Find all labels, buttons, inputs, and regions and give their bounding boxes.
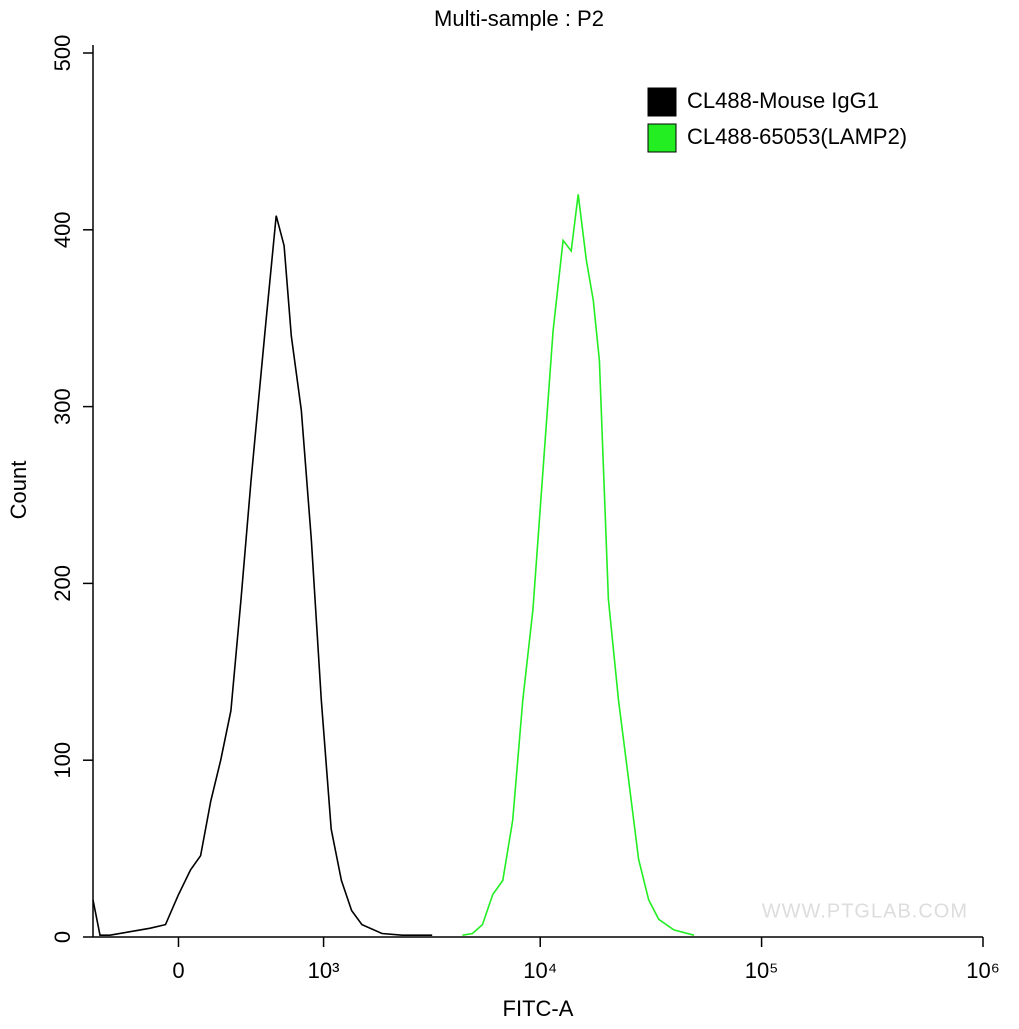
histogram-line [462, 194, 695, 936]
legend-label: CL488-65053(LAMP2) [687, 124, 907, 149]
y-tick-label: 400 [50, 211, 75, 248]
x-tick-label: 0 [172, 958, 184, 983]
x-tick-label: 10⁴ [523, 958, 557, 983]
legend-label: CL488-Mouse IgG1 [687, 88, 879, 113]
x-axis-label: FITC-A [503, 996, 574, 1021]
x-tick-label: 10⁵ [745, 958, 779, 983]
legend-swatch [647, 123, 677, 153]
chart-title: Multi-sample : P2 [434, 6, 604, 31]
y-tick-label: 100 [50, 742, 75, 779]
legend-swatch [647, 87, 677, 117]
y-tick-label: 300 [50, 388, 75, 425]
y-tick-label: 500 [50, 35, 75, 72]
y-axis-label: Count [6, 461, 31, 520]
histogram-line [92, 215, 433, 936]
y-tick-label: 0 [50, 931, 75, 943]
watermark: WWW.PTGLAB.COM [762, 900, 968, 922]
x-tick-label: 10³ [308, 958, 340, 983]
x-tick-label: 10⁶ [966, 958, 1000, 983]
y-tick-label: 200 [50, 565, 75, 602]
